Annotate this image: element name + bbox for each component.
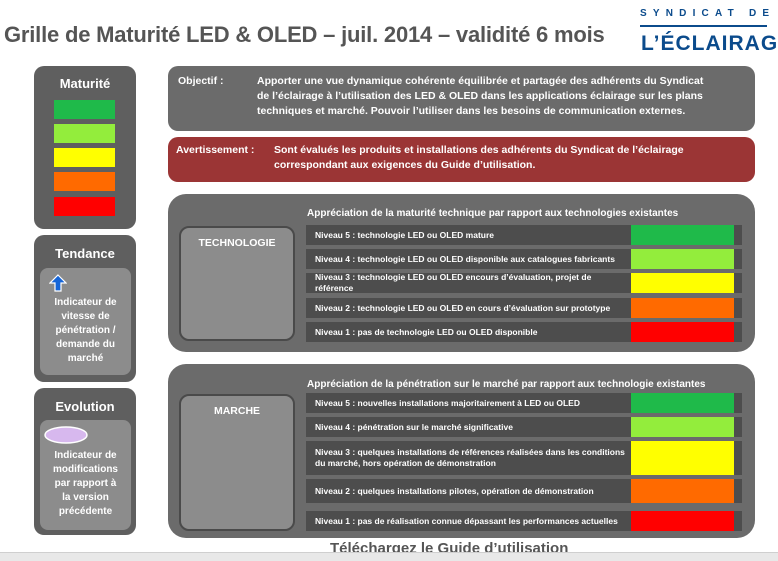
logo-divider bbox=[640, 25, 767, 27]
objectif-line: de l’éclairage à l’utilisation des LED &… bbox=[257, 90, 703, 102]
marche-level-color-green bbox=[631, 393, 734, 413]
marche-level-text: Niveau 2 : quelques installations pilote… bbox=[315, 485, 594, 496]
logo-eclairage-text: L’ÉCLAIRAGE bbox=[641, 32, 778, 55]
marche-level-row: Niveau 4 : pénétration sur le marché sig… bbox=[306, 417, 742, 437]
evolution-line: précédente bbox=[58, 506, 113, 517]
avertissement-line: Sont évalués les produits et installatio… bbox=[274, 144, 684, 156]
technologie-level-color-light-green bbox=[631, 249, 734, 269]
tendance-title: Tendance bbox=[55, 246, 115, 261]
oval-icon bbox=[44, 426, 88, 444]
page-title: Grille de Maturité LED & OLED – juil. 20… bbox=[4, 22, 605, 47]
marche-category-label: MARCHE bbox=[213, 405, 261, 417]
tendance-line: pénétration / bbox=[55, 325, 116, 336]
technologie-level-color-red bbox=[631, 322, 734, 342]
tendance-panel: Tendance Indicateur de vitesse de pénétr… bbox=[34, 235, 136, 382]
bottom-scrollbar bbox=[0, 552, 778, 561]
evolution-line: Indicateur de bbox=[54, 450, 117, 461]
objectif-line: Apporter une vue dynamique cohérente équ… bbox=[257, 75, 704, 87]
technologie-level-row: Niveau 1 : pas de technologie LED ou OLE… bbox=[306, 322, 742, 342]
tendance-line: vitesse de bbox=[61, 311, 110, 322]
objectif-text: Apporter une vue dynamique cohérente équ… bbox=[257, 74, 749, 119]
avertissement-label: Avertissement : bbox=[176, 144, 255, 156]
technologie-level-text: Niveau 4 : technologie LED ou OLED dispo… bbox=[315, 253, 615, 264]
maturity-title: Maturité bbox=[59, 76, 111, 91]
evolution-description: Indicateur de modifications par rapport … bbox=[40, 449, 131, 519]
maturity-swatch-green bbox=[54, 100, 115, 119]
maturity-swatch-light-green bbox=[54, 124, 115, 143]
tendance-line: Indicateur de bbox=[54, 297, 117, 308]
technologie-level-text: Niveau 2 : technologie LED ou OLED en co… bbox=[315, 302, 611, 313]
tendance-line: demande du bbox=[56, 339, 115, 350]
marche-level-row: Niveau 5 : nouvelles installations major… bbox=[306, 393, 742, 413]
evolution-panel: Evolution Indicateur de modifications pa… bbox=[34, 388, 136, 535]
technologie-level-row: Niveau 3 : technologie LED ou OLED encou… bbox=[306, 272, 742, 293]
avertissement-box: Avertissement : Sont évalués les produit… bbox=[168, 137, 755, 182]
evolution-line: modifications bbox=[52, 464, 118, 475]
evolution-title: Evolution bbox=[55, 399, 115, 414]
marche-level-text: Niveau 1 : pas de réalisation connue dép… bbox=[315, 515, 618, 526]
marche-level-color-yellow bbox=[631, 441, 734, 475]
technologie-level-row: Niveau 4 : technologie LED ou OLED dispo… bbox=[306, 249, 742, 269]
marche-level-color-orange bbox=[631, 479, 734, 503]
marche-level-row: Niveau 3 : quelques installations de réf… bbox=[306, 441, 742, 475]
technologie-level-text: Niveau 3 : technologie LED ou OLED encou… bbox=[315, 272, 592, 293]
technologie-category-box: TECHNOLOGIE bbox=[179, 226, 295, 341]
technologie-level-color-green bbox=[631, 225, 734, 245]
objectif-line: techniques et marché. Pouvoir l’utiliser… bbox=[257, 105, 686, 117]
marche-level-text: Niveau 5 : nouvelles installations major… bbox=[315, 397, 580, 408]
technologie-heading: Appréciation de la maturité technique pa… bbox=[307, 208, 679, 219]
objectif-box: Objectif : Apporter une vue dynamique co… bbox=[168, 66, 755, 131]
avertissement-line: correspondant aux exigences du Guide d’u… bbox=[274, 159, 536, 171]
tendance-description: Indicateur de vitesse de pénétration / d… bbox=[40, 296, 131, 366]
marche-level-row: Niveau 2 : quelques installations pilote… bbox=[306, 479, 742, 503]
evolution-card: Indicateur de modifications par rapport … bbox=[40, 420, 131, 530]
marche-level-row: Niveau 1 : pas de réalisation connue dép… bbox=[306, 511, 742, 531]
technologie-level-color-orange bbox=[631, 298, 734, 318]
marche-level-color-red bbox=[631, 511, 734, 531]
evolution-line: par rapport à bbox=[54, 478, 117, 489]
maturity-swatch-red bbox=[54, 197, 115, 216]
maturity-panel: Maturité bbox=[34, 66, 136, 229]
marche-level-color-light-green bbox=[631, 417, 734, 437]
tendance-card: Indicateur de vitesse de pénétration / d… bbox=[40, 268, 131, 375]
technologie-level-text: Niveau 5 : technologie LED ou OLED matur… bbox=[315, 229, 494, 240]
objectif-label: Objectif : bbox=[178, 75, 224, 87]
technologie-level-row: Niveau 5 : technologie LED ou OLED matur… bbox=[306, 225, 742, 245]
avertissement-text: Sont évalués les produits et installatio… bbox=[274, 143, 749, 173]
marche-heading: Appréciation de la pénétration sur le ma… bbox=[307, 379, 706, 390]
logo-syndicat-text: SYNDICAT DE bbox=[640, 8, 776, 19]
technologie-level-color-yellow bbox=[631, 273, 734, 293]
evolution-line: la version bbox=[62, 492, 109, 503]
technologie-category-label: TECHNOLOGIE bbox=[198, 237, 276, 249]
technologie-level-row: Niveau 2 : technologie LED ou OLED en co… bbox=[306, 298, 742, 318]
technologie-level-text: Niveau 1 : pas de technologie LED ou OLE… bbox=[315, 326, 538, 337]
tendance-line: marché bbox=[67, 353, 104, 364]
marche-level-text: Niveau 3 : quelques installations de réf… bbox=[315, 447, 625, 468]
maturity-swatch-yellow bbox=[54, 148, 115, 167]
marche-level-text: Niveau 4 : pénétration sur le marché sig… bbox=[315, 421, 513, 432]
maturity-swatch-orange bbox=[54, 172, 115, 191]
marche-category-box: MARCHE bbox=[179, 394, 295, 531]
arrow-up-icon bbox=[49, 274, 67, 292]
